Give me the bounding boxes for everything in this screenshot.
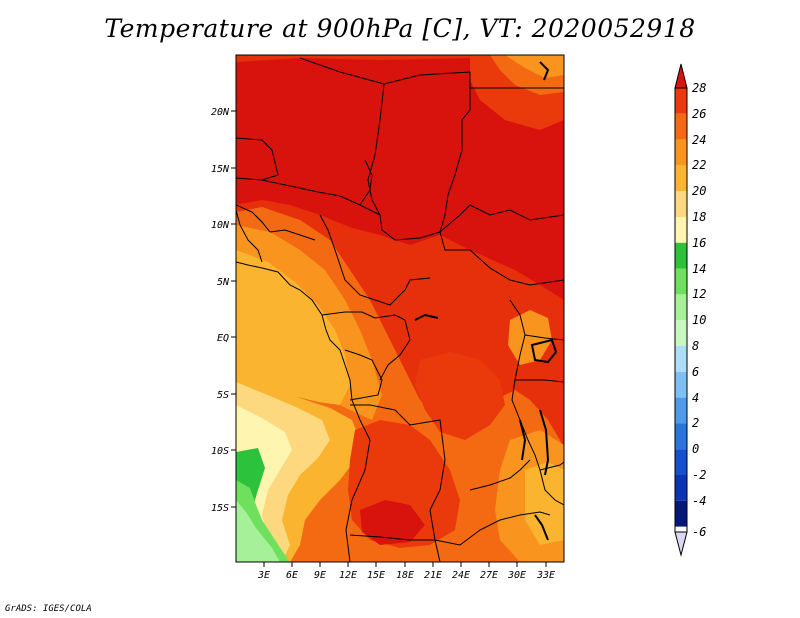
credit-label: GrADS: IGES/COLA [5,604,92,614]
colorbar-label-24: 24 [692,133,706,147]
lat-label-10n: 10N [211,220,230,231]
colorbar-label-10: 10 [692,313,706,327]
colorbar-top-triangle [674,63,688,89]
lon-label-24e: 24E [452,570,470,581]
colorbar-band-20-22 [675,165,687,192]
colorbar-frame [674,87,688,533]
colorbar-band-m6-m4 [675,500,687,527]
field-20-22 [236,250,350,405]
colorbar-label-8: 8 [692,339,699,353]
colorbar-label-26: 26 [692,107,706,121]
colorbar-label-2: 2 [692,416,699,430]
colorbar-label-20: 20 [692,184,706,198]
lat-label-15s: 15S [211,503,229,514]
field-core-above-28 [236,58,564,300]
colorbar-label-m6: -6 [692,525,706,539]
colorbar-bottom-triangle [674,531,688,557]
lon-label-6e: 6E [286,570,298,581]
lat-label-20n: 20N [211,107,230,118]
lon-label-33e: 33E [536,570,555,581]
colorbar-band-m4-m2 [675,475,687,501]
lat-label-eq: EQ [217,333,229,344]
latitude-axis: 20N 15N 10N 5N EQ 5S 10S 15S [211,107,236,514]
colorbar-label-m4: -4 [692,494,706,508]
colorbar-band-18-20 [675,191,687,217]
map-frame [235,54,565,563]
lon-label-3e: 3E [257,570,270,581]
colorbar-band-8-10 [675,320,687,346]
colorbar-band-6-8 [675,346,687,372]
field-sw-10-12 [236,500,280,562]
field-ne-22-24 [505,55,564,78]
temperature-field [236,55,564,562]
lon-label-12e: 12E [339,570,357,581]
field-e-20-22 [525,462,564,545]
lon-label-18e: 18E [396,570,414,581]
longitude-axis: 3E 6E 9E 12E 15E 18E 21E 24E 27E 30E 33E [257,562,555,581]
colorbar-band-26-28 [675,88,687,114]
colorbar-band-10-12 [675,294,687,321]
colorbar-band-22-24 [675,139,687,166]
colorbar-label-m2: -2 [692,468,706,482]
colorbar-band-14-16 [675,242,687,269]
colorbar-band-4-6 [675,371,687,398]
colorbar-band-m2-0 [675,449,687,475]
colorbar-band-24-26 [675,113,687,140]
lon-label-30e: 30E [507,570,526,581]
colorbar-band-0-2 [675,423,687,450]
field-s-above-28 [360,500,425,545]
colorbar-label-16: 16 [692,236,706,250]
colorbar-label-6: 6 [692,365,699,379]
lat-label-5s: 5S [217,390,229,401]
colorbar-label-22: 22 [692,158,706,172]
lat-label-5n: 5N [217,277,230,288]
field-ne2-22-24 [508,310,552,365]
colorbar-label-18: 18 [692,210,706,224]
colorbar-band-16-18 [675,217,687,243]
lon-label-21e: 21E [424,570,442,581]
colorbar: 28 26 24 22 20 18 16 14 12 10 8 6 4 2 0 … [674,63,706,557]
field-c-26-28 [415,352,505,440]
country-borders [236,57,564,562]
colorbar-band-2-4 [675,397,687,424]
colorbar-label-4: 4 [692,391,699,405]
colorbar-label-28: 28 [692,81,706,95]
lakes [414,61,558,541]
lon-label-27e: 27E [480,570,498,581]
map-title: Temperature at 900hPa [C], VT: 202005291… [104,14,696,43]
colorbar-label-12: 12 [692,287,706,301]
lon-label-15e: 15E [367,570,385,581]
colorbar-label-14: 14 [692,262,706,276]
colorbar-label-0: 0 [692,442,699,456]
lat-label-15n: 15N [211,164,230,175]
lon-label-9e: 9E [314,570,326,581]
colorbar-band-12-14 [675,268,687,295]
lat-label-10s: 10S [211,446,229,457]
